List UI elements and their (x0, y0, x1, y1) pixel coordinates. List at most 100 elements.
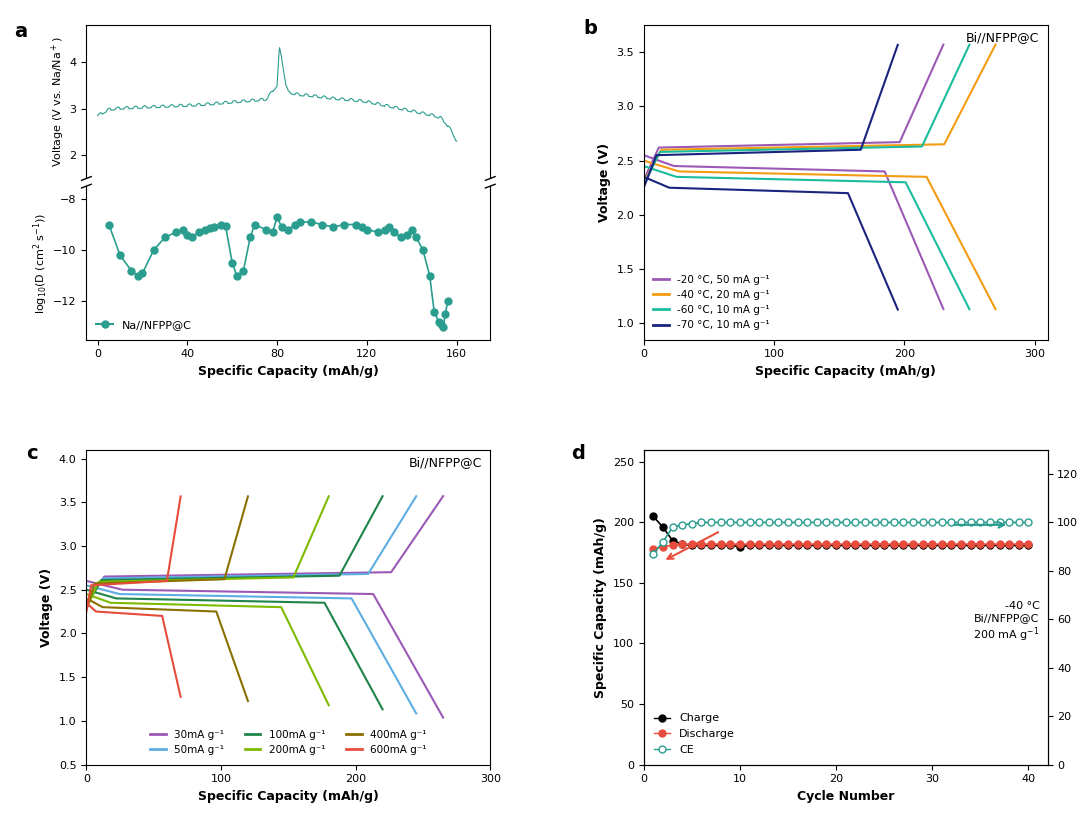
Discharge (906, 539, 919, 549)
Charge (1012, 540, 1025, 550)
Text: a: a (14, 22, 27, 41)
CE (906, 518, 919, 528)
Line: Charge: Charge (650, 513, 1031, 550)
Charge (714, 540, 727, 550)
Charge (829, 540, 842, 550)
Charge (974, 540, 987, 550)
Charge (839, 540, 852, 550)
CE (993, 518, 1005, 528)
CE (714, 518, 727, 528)
CE (657, 537, 670, 547)
Y-axis label: Voltage (V): Voltage (V) (40, 568, 53, 647)
CE (753, 518, 766, 528)
CE (916, 518, 929, 528)
Y-axis label: Voltage (V): Voltage (V) (597, 143, 610, 222)
Line: Discharge: Discharge (650, 541, 1031, 553)
Charge (800, 540, 813, 550)
CE (888, 518, 901, 528)
Text: Bi//NFPP@C: Bi//NFPP@C (409, 456, 482, 469)
CE (859, 518, 872, 528)
Discharge (657, 542, 670, 552)
Charge (935, 540, 948, 550)
Charge (868, 540, 881, 550)
Discharge (888, 539, 901, 549)
Charge (666, 536, 679, 546)
CE (666, 523, 679, 533)
Discharge (724, 539, 737, 549)
Legend: Charge, Discharge, CE: Charge, Discharge, CE (649, 709, 740, 759)
Charge (782, 540, 795, 550)
Discharge (916, 539, 929, 549)
Discharge (859, 539, 872, 549)
X-axis label: Cycle Number: Cycle Number (797, 789, 894, 803)
CE (800, 518, 813, 528)
Charge (810, 540, 823, 550)
Discharge (839, 539, 852, 549)
Charge (849, 540, 862, 550)
CE (820, 518, 833, 528)
Charge (993, 540, 1005, 550)
Legend: Na//NFPP@C: Na//NFPP@C (92, 315, 197, 334)
Discharge (753, 539, 766, 549)
Text: Bi//NFPP@C: Bi//NFPP@C (967, 32, 1040, 44)
Discharge (829, 539, 842, 549)
Charge (984, 540, 997, 550)
Discharge (955, 539, 968, 549)
CE (829, 518, 842, 528)
Charge (647, 511, 660, 521)
CE (686, 519, 699, 529)
Discharge (714, 539, 727, 549)
CE (772, 518, 785, 528)
Charge (762, 540, 775, 550)
Charge (916, 540, 929, 550)
CE (878, 518, 891, 528)
Charge (926, 540, 939, 550)
CE (782, 518, 795, 528)
Charge (704, 540, 717, 550)
Charge (878, 540, 891, 550)
Discharge (792, 539, 805, 549)
CE (935, 518, 948, 528)
Charge (792, 540, 805, 550)
Text: b: b (583, 18, 597, 37)
Y-axis label: Specific Capacity (mAh/g): Specific Capacity (mAh/g) (594, 517, 607, 697)
Charge (676, 539, 689, 549)
Discharge (868, 539, 881, 549)
Discharge (896, 539, 909, 549)
CE (733, 518, 746, 528)
CE (1022, 518, 1035, 528)
CE (945, 518, 958, 528)
Text: c: c (26, 444, 38, 463)
Discharge (820, 539, 833, 549)
CE (974, 518, 987, 528)
Discharge (1012, 539, 1025, 549)
Discharge (686, 539, 699, 549)
Charge (743, 540, 756, 550)
CE (792, 518, 805, 528)
CE (724, 518, 737, 528)
Charge (820, 540, 833, 550)
Discharge (762, 539, 775, 549)
Discharge (945, 539, 958, 549)
Charge (888, 540, 901, 550)
X-axis label: Specific Capacity (mAh/g): Specific Capacity (mAh/g) (198, 365, 379, 378)
CE (810, 518, 823, 528)
CE (647, 549, 660, 559)
CE (743, 518, 756, 528)
Charge (1022, 540, 1035, 550)
CE (1002, 518, 1015, 528)
Discharge (694, 539, 707, 549)
CE (1012, 518, 1025, 528)
Charge (753, 540, 766, 550)
Charge (945, 540, 958, 550)
CE (955, 518, 968, 528)
CE (984, 518, 997, 528)
CE (704, 518, 717, 528)
Discharge (704, 539, 717, 549)
Legend: 30mA g⁻¹, 50mA g⁻¹, 100mA g⁻¹, 200mA g⁻¹, 400mA g⁻¹, 600mA g⁻¹: 30mA g⁻¹, 50mA g⁻¹, 100mA g⁻¹, 200mA g⁻¹… (146, 725, 431, 760)
Y-axis label: log$_{10}$(D (cm$^2$ s$^{-1}$)): log$_{10}$(D (cm$^2$ s$^{-1}$)) (31, 212, 51, 313)
Charge (964, 540, 977, 550)
CE (676, 520, 689, 530)
Discharge (676, 539, 689, 549)
Charge (772, 540, 785, 550)
